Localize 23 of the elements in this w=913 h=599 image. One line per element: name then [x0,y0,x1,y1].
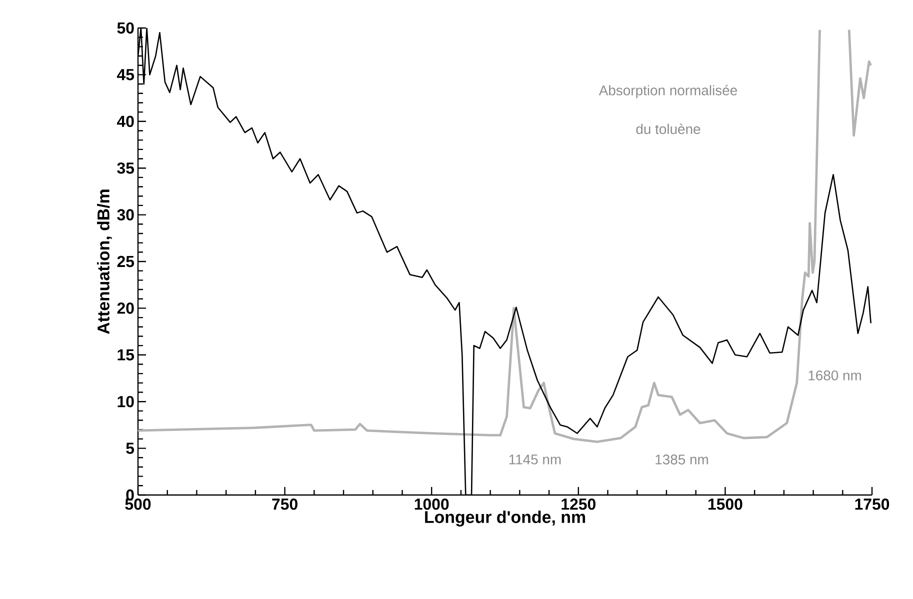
x-tick-label: 1000 [414,498,449,510]
y-tick-label: 5 [126,442,134,454]
annotation: 1385 nm [656,454,708,464]
annotation: 1680 nm [808,370,861,380]
y-tick-label: 25 [117,256,134,268]
x-axis-title: Longeur d'onde, nm [425,510,586,527]
annotation: 1145 nm [509,454,561,464]
y-tick-label: 40 [116,116,134,128]
y-tick-label: 15 [118,349,134,360]
y-tick-label: 35 [117,162,134,174]
y-tick-label: 10 [118,396,134,408]
y-tick-label: 50 [117,22,134,34]
y-tick-label: 45 [116,69,134,80]
x-tick-label: 1750 [855,498,890,510]
annotation: du toluène [636,124,700,134]
annotation: Absorption normalisée [598,84,737,98]
y-axis-title: Attenuation, dB/m [97,190,112,334]
x-tick-label: 1250 [562,498,596,510]
x-tick-label: 1500 [708,498,742,510]
y-tick-label: 20 [117,302,134,314]
y-tick-label: 30 [117,209,134,220]
x-tick-label: 750 [272,498,298,510]
x-tick-label: 500 [125,498,151,510]
